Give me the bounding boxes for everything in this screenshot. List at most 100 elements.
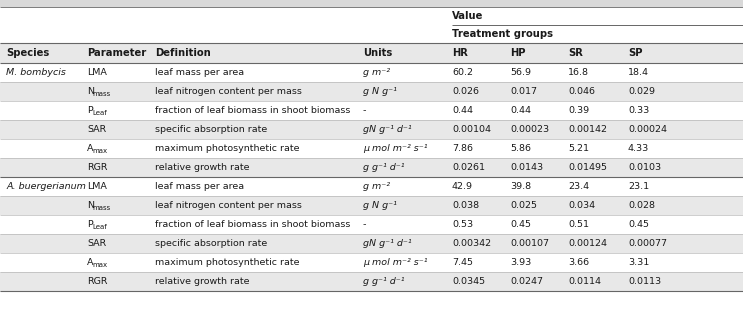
Bar — [0, 139, 743, 158]
Text: 0.028: 0.028 — [628, 201, 655, 210]
Text: 0.00104: 0.00104 — [452, 125, 491, 134]
Text: 0.45: 0.45 — [510, 220, 531, 229]
Bar — [0, 25, 743, 43]
Text: Definition: Definition — [155, 48, 211, 58]
Text: leaf nitrogen content per mass: leaf nitrogen content per mass — [155, 201, 302, 210]
Text: 3.66: 3.66 — [568, 258, 589, 267]
Text: 0.0114: 0.0114 — [568, 277, 601, 286]
Bar — [0, 253, 743, 272]
Bar — [0, 272, 743, 291]
Bar — [0, 63, 743, 82]
Text: 0.025: 0.025 — [510, 201, 537, 210]
Bar — [0, 234, 743, 253]
Text: fraction of leaf biomass in shoot biomass: fraction of leaf biomass in shoot biomas… — [155, 220, 351, 229]
Bar — [0, 177, 743, 196]
Text: μ mol m⁻² s⁻¹: μ mol m⁻² s⁻¹ — [363, 144, 427, 153]
Text: N: N — [87, 201, 94, 210]
Text: 0.01495: 0.01495 — [568, 163, 607, 172]
Text: 0.39: 0.39 — [568, 106, 589, 115]
Bar — [0, 82, 743, 101]
Text: 5.86: 5.86 — [510, 144, 531, 153]
Text: 42.9: 42.9 — [452, 182, 473, 191]
Bar — [0, 215, 743, 234]
Text: -: - — [363, 106, 366, 115]
Text: specific absorption rate: specific absorption rate — [155, 125, 267, 134]
Text: maximum photosynthetic rate: maximum photosynthetic rate — [155, 144, 299, 153]
Text: Parameter: Parameter — [87, 48, 146, 58]
Text: 56.9: 56.9 — [510, 68, 531, 77]
Text: RGR: RGR — [87, 277, 108, 286]
Text: 0.046: 0.046 — [568, 87, 595, 96]
Text: A: A — [87, 258, 94, 267]
Bar — [0, 158, 743, 177]
Text: fraction of leaf biomass in shoot biomass: fraction of leaf biomass in shoot biomas… — [155, 106, 351, 115]
Text: 0.00024: 0.00024 — [628, 125, 667, 134]
Text: 4.33: 4.33 — [628, 144, 649, 153]
Text: 0.0345: 0.0345 — [452, 277, 485, 286]
Text: 0.029: 0.029 — [628, 87, 655, 96]
Text: A: A — [87, 144, 94, 153]
Text: 0.00142: 0.00142 — [568, 125, 607, 134]
Text: mass: mass — [92, 205, 111, 211]
Text: Value: Value — [452, 11, 484, 21]
Text: 0.00077: 0.00077 — [628, 239, 667, 248]
Bar — [0, 7, 743, 25]
Text: 3.93: 3.93 — [510, 258, 531, 267]
Text: gN g⁻¹ d⁻¹: gN g⁻¹ d⁻¹ — [363, 239, 412, 248]
Text: 60.2: 60.2 — [452, 68, 473, 77]
Text: leaf nitrogen content per mass: leaf nitrogen content per mass — [155, 87, 302, 96]
Text: 0.038: 0.038 — [452, 201, 479, 210]
Text: RGR: RGR — [87, 163, 108, 172]
Text: 23.4: 23.4 — [568, 182, 589, 191]
Text: 23.1: 23.1 — [628, 182, 649, 191]
Text: 0.0247: 0.0247 — [510, 277, 543, 286]
Text: SR: SR — [568, 48, 583, 58]
Text: 0.45: 0.45 — [628, 220, 649, 229]
Text: max: max — [92, 262, 108, 268]
Text: max: max — [92, 148, 108, 154]
Text: 0.00107: 0.00107 — [510, 239, 549, 248]
Bar — [0, 0, 743, 7]
Text: 16.8: 16.8 — [568, 68, 589, 77]
Text: SP: SP — [628, 48, 643, 58]
Text: gN g⁻¹ d⁻¹: gN g⁻¹ d⁻¹ — [363, 125, 412, 134]
Text: g m⁻²: g m⁻² — [363, 182, 390, 191]
Text: 5.21: 5.21 — [568, 144, 589, 153]
Text: Leaf: Leaf — [92, 110, 107, 116]
Text: N: N — [87, 87, 94, 96]
Text: g g⁻¹ d⁻¹: g g⁻¹ d⁻¹ — [363, 277, 404, 286]
Text: Species: Species — [6, 48, 49, 58]
Bar — [0, 120, 743, 139]
Text: 0.33: 0.33 — [628, 106, 649, 115]
Text: 39.8: 39.8 — [510, 182, 531, 191]
Text: 0.0113: 0.0113 — [628, 277, 661, 286]
Text: 7.86: 7.86 — [452, 144, 473, 153]
Text: 0.0261: 0.0261 — [452, 163, 485, 172]
Text: 7.45: 7.45 — [452, 258, 473, 267]
Text: specific absorption rate: specific absorption rate — [155, 239, 267, 248]
Text: 0.00023: 0.00023 — [510, 125, 549, 134]
Text: g N g⁻¹: g N g⁻¹ — [363, 201, 397, 210]
Text: 0.00342: 0.00342 — [452, 239, 491, 248]
Bar — [0, 196, 743, 215]
Text: Units: Units — [363, 48, 392, 58]
Text: μ mol m⁻² s⁻¹: μ mol m⁻² s⁻¹ — [363, 258, 427, 267]
Text: LMA: LMA — [87, 182, 107, 191]
Bar — [0, 43, 743, 63]
Text: 0.034: 0.034 — [568, 201, 595, 210]
Text: A. buergerianum: A. buergerianum — [6, 182, 86, 191]
Text: g N g⁻¹: g N g⁻¹ — [363, 87, 397, 96]
Text: M. bombycis: M. bombycis — [6, 68, 66, 77]
Text: relative growth rate: relative growth rate — [155, 163, 250, 172]
Bar — [0, 101, 743, 120]
Text: 0.53: 0.53 — [452, 220, 473, 229]
Text: HR: HR — [452, 48, 468, 58]
Text: leaf mass per area: leaf mass per area — [155, 182, 244, 191]
Text: 0.026: 0.026 — [452, 87, 479, 96]
Text: 0.51: 0.51 — [568, 220, 589, 229]
Text: LMA: LMA — [87, 68, 107, 77]
Text: 0.0143: 0.0143 — [510, 163, 543, 172]
Text: g g⁻¹ d⁻¹: g g⁻¹ d⁻¹ — [363, 163, 404, 172]
Text: HP: HP — [510, 48, 525, 58]
Text: P: P — [87, 220, 93, 229]
